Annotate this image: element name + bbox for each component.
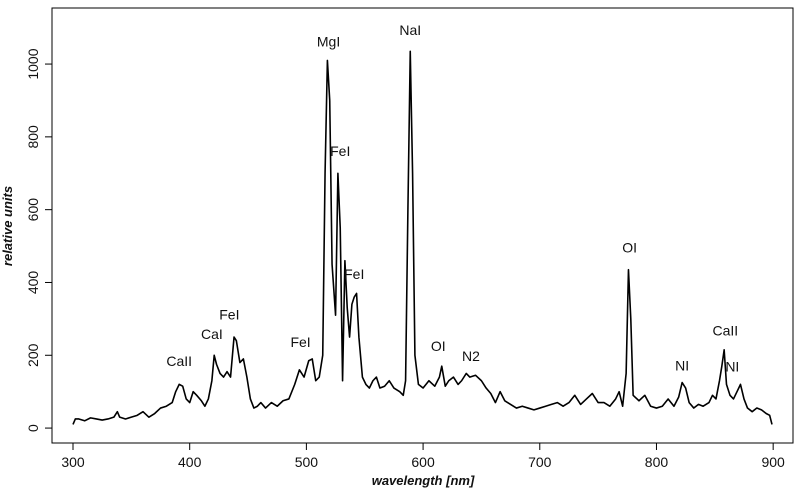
peak-label: OI (622, 240, 637, 256)
x-tick-label: 500 (295, 454, 319, 470)
x-axis-label: wavelength [nm] (372, 473, 475, 488)
peak-label: FeI (290, 334, 310, 350)
x-tick-label: 900 (761, 454, 785, 470)
x-tick-label: 800 (645, 454, 669, 470)
peak-label: OI (431, 338, 446, 354)
x-tick-label: 600 (411, 454, 435, 470)
peak-label: FeI (344, 266, 364, 282)
peak-label: FeI (330, 143, 350, 159)
y-tick-label: 0 (25, 424, 41, 432)
peak-label: NI (675, 358, 689, 374)
y-tick-label: 800 (25, 125, 41, 149)
y-tick-label: 200 (25, 343, 41, 367)
peak-label: CaI (201, 326, 223, 342)
peak-label: FeI (219, 307, 239, 323)
y-axis-label: relative units (0, 186, 15, 266)
spectrum-line (72, 50, 773, 425)
plot-frame (51, 7, 794, 444)
peak-label: CaII (712, 323, 738, 339)
peak-label: NI (725, 359, 739, 375)
peak-label: CaII (166, 353, 192, 369)
x-tick-label: 400 (178, 454, 202, 470)
x-tick-label: 700 (528, 454, 552, 470)
peak-label: N2 (462, 348, 480, 364)
peak-label: NaI (399, 22, 421, 38)
y-tick-label: 400 (25, 271, 41, 295)
y-tick-label: 1000 (25, 48, 41, 79)
x-tick-label: 300 (61, 454, 85, 470)
peak-label: MgI (317, 34, 340, 50)
y-tick-label: 600 (25, 198, 41, 222)
